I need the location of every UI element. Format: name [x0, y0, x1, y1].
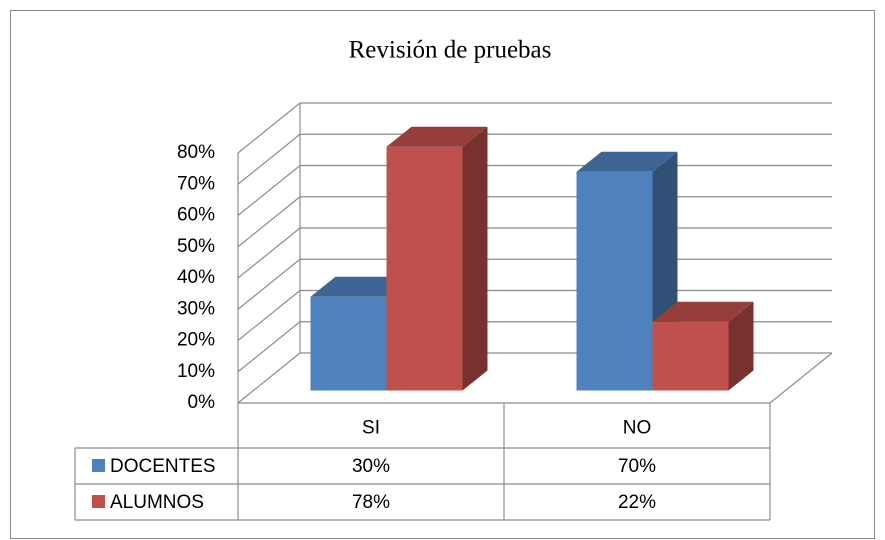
bar-front	[576, 171, 653, 391]
x-tick-label: SI	[362, 418, 380, 439]
y-tick-label: 60%	[177, 205, 215, 226]
grid-line	[237, 227, 301, 279]
grid-line	[237, 290, 301, 341]
grid-line	[237, 133, 301, 185]
data-label: 78%	[352, 492, 390, 513]
grid-line	[237, 102, 301, 154]
y-tick-label: 0%	[188, 392, 216, 413]
grid-line	[237, 165, 301, 216]
bar-top	[652, 301, 754, 322]
grid-line	[237, 258, 301, 310]
legend-label: DOCENTES	[110, 456, 216, 477]
bar-side	[728, 301, 754, 391]
data-label: 70%	[618, 456, 656, 477]
y-tick-label: 30%	[177, 298, 215, 319]
bar-side	[462, 126, 488, 391]
legend-label: ALUMNOS	[110, 492, 204, 513]
bar-top	[576, 151, 678, 172]
bar-top	[386, 126, 488, 147]
x-tick-label: NO	[623, 418, 652, 439]
grid-line	[237, 321, 301, 373]
bar-front	[386, 146, 463, 391]
bar-front	[310, 296, 387, 391]
y-tick-label: 50%	[177, 236, 215, 257]
legend-key	[92, 495, 105, 508]
y-tick-label: 20%	[177, 330, 215, 351]
data-label: 22%	[618, 492, 656, 513]
legend-key	[92, 459, 105, 472]
data-label: 30%	[352, 456, 390, 477]
y-tick-label: 80%	[177, 142, 215, 163]
grid-line	[237, 196, 301, 248]
y-tick-label: 70%	[177, 173, 215, 194]
bar-top	[310, 276, 412, 297]
chart-title: Revisión de pruebas	[349, 37, 552, 64]
y-tick-label: 40%	[177, 267, 215, 288]
y-tick-label: 10%	[177, 361, 215, 382]
bar-front	[652, 321, 729, 391]
grid-line	[237, 352, 301, 404]
